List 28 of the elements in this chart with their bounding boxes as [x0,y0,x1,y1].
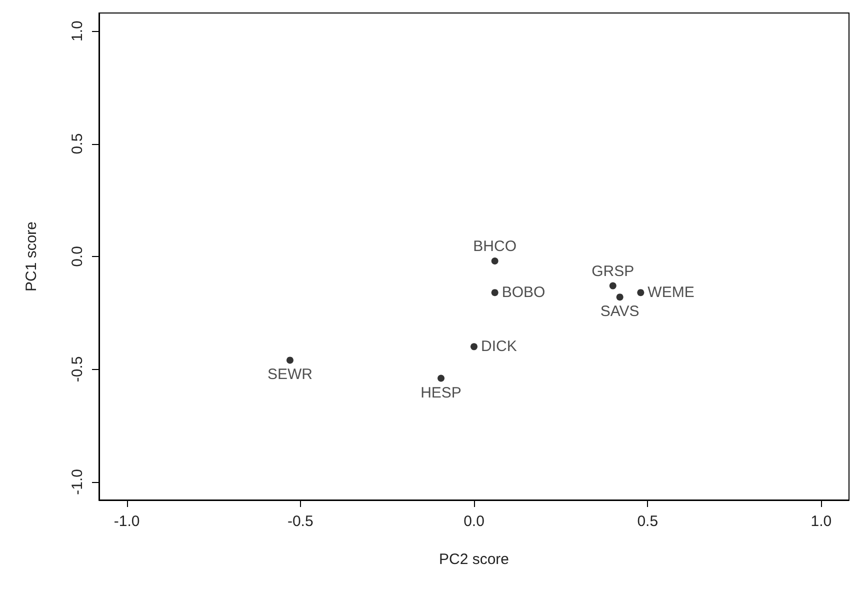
annotation: DICK [481,338,517,356]
point [470,343,478,350]
x-axis-title: PC2 score [438,551,510,568]
point [286,356,294,364]
y-tick-label: 1.0 [69,20,86,42]
annotation: WEME [648,284,694,302]
point [637,289,644,296]
point [491,258,498,265]
x-tick-label: 0.0 [464,513,484,530]
x-tick-label: 0.5 [637,513,658,530]
point [491,289,498,296]
annotation: SEWR [267,366,313,384]
y-tick-label: 0.5 [69,133,86,154]
annotation: BHCO [473,238,517,256]
point [609,282,616,290]
y-tick-label: -1.0 [69,469,86,495]
annotation: GRSP [592,262,634,280]
point [616,294,624,301]
annotation: BOBO [502,284,546,302]
x-tick-label: -1.0 [114,513,140,530]
x-tick-label: -0.5 [287,513,314,530]
x-tick-label: 1.0 [810,513,832,530]
annotation: HESP [420,384,462,402]
y-tick-label: 0.0 [69,246,86,267]
y-axis-title: PC1 score [23,221,40,292]
y-tick-label: -0.5 [69,356,86,382]
point [438,374,445,382]
annotation: SAVS [600,303,640,320]
